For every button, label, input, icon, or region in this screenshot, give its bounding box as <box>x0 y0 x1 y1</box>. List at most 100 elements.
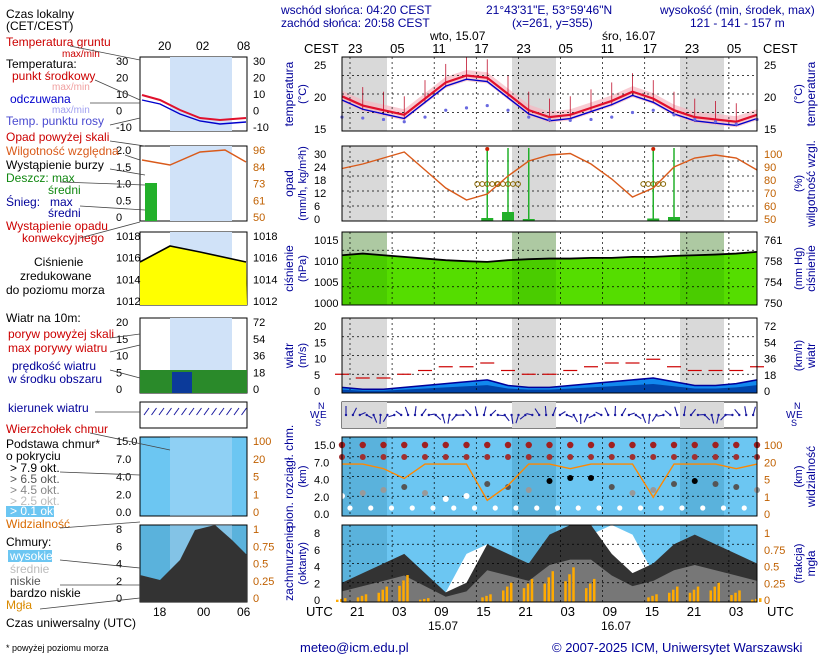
fog-bar <box>506 586 509 602</box>
cloud-top-dot <box>670 441 678 449</box>
wind-arrow-head <box>455 413 458 417</box>
wind-arrow-head <box>724 413 727 417</box>
mini-dir-bg <box>139 401 248 429</box>
wind-arrow <box>642 414 647 424</box>
right-tick-label: 0.25 <box>764 578 785 590</box>
wind-arrow-head <box>344 413 348 417</box>
right-tick-label: 0.75 <box>764 545 785 557</box>
legend-maxmin3: max/min <box>52 105 90 116</box>
right-tick-label: 72 <box>764 321 776 333</box>
mini-left-tick: 15.0 <box>116 436 137 448</box>
wind-arrow-head <box>434 413 437 417</box>
cloud-base-okt-dot <box>401 484 408 490</box>
legend-leader-line <box>109 168 146 176</box>
cest-right: CEST <box>763 41 798 56</box>
wind-dir-e: E <box>796 410 803 421</box>
left-tick-label: 6 <box>314 545 320 557</box>
left-axis-title: zachmurzenie <box>282 526 296 601</box>
day2-bottom: 16.07 <box>601 619 631 633</box>
right-tick-label: 5 <box>764 475 770 487</box>
cloud-base-dot <box>733 454 740 460</box>
fog-bar <box>336 599 339 602</box>
fog-bar <box>551 571 554 602</box>
cloud-top-dot <box>712 441 719 449</box>
right-tick-label: 70 <box>764 188 776 200</box>
right-tick-label: 50 <box>764 214 776 226</box>
fog-bar <box>564 581 567 602</box>
wind-arrow-head <box>731 413 734 417</box>
night-band <box>342 146 387 221</box>
wind-arrow-head <box>703 413 706 417</box>
top-hour-label: 05 <box>390 41 404 56</box>
dew-point <box>693 117 697 122</box>
wind-arrow-head <box>482 413 486 417</box>
cloud-base-okt-dot <box>650 487 657 493</box>
top-hour-label: 23 <box>685 41 699 56</box>
cloud-base-low-dot <box>534 505 540 511</box>
dew-point <box>610 115 614 119</box>
legend-perceived: odczuwana <box>10 92 71 106</box>
cloud-top-dot <box>587 441 595 449</box>
wind-arrow-head <box>538 413 541 417</box>
right-tick-label: 15 <box>764 124 776 136</box>
left-tick-label: 2.0 <box>314 492 329 504</box>
mini-left-tick: 0 <box>116 212 122 224</box>
cloud-base-low-dot <box>575 505 581 511</box>
cloud-base-okt-dot <box>525 487 532 493</box>
right-tick-label: 36 <box>764 354 776 366</box>
fog-bar <box>406 575 409 602</box>
cloud-top-dot <box>359 441 366 449</box>
right-tick-label: 100 <box>764 440 782 452</box>
fog-bar <box>717 582 720 602</box>
mini-temp-line <box>141 94 247 122</box>
cloud-top-dot <box>629 441 636 449</box>
cloud-base-dot <box>608 454 615 460</box>
fog-bar <box>696 586 700 602</box>
cloud-base-dot <box>525 454 532 460</box>
mini-left-tick: 20 <box>116 317 128 329</box>
mini-right-tick: 61 <box>253 195 265 207</box>
mini-right-tick: 20 <box>253 454 265 466</box>
mini-wind-area-inner <box>172 372 192 393</box>
pressure-night-shade <box>342 232 387 305</box>
cloud-base-okt-dot <box>712 481 719 487</box>
bottom-hour-label: 15 <box>645 604 659 619</box>
top-hour-label: 23 <box>516 41 530 56</box>
top-hour-label: 17 <box>474 41 488 56</box>
wind-arrow-head <box>710 413 713 417</box>
fog-bar <box>502 590 505 602</box>
day2-top: śro, 16.07 <box>602 29 656 43</box>
mini-wind-arrow <box>143 407 150 416</box>
fog-bar <box>427 598 430 602</box>
legend-dew-point: Temp. punktu rosy <box>6 114 104 128</box>
left-tick-label: 18 <box>314 175 326 187</box>
right-axis-title: temperatura <box>804 61 818 126</box>
right-axis-title: wiatr <box>804 343 818 369</box>
fog-bar <box>655 594 658 602</box>
wind-arrow-head <box>738 413 741 417</box>
pressure-line <box>341 251 758 263</box>
fog-bar <box>423 598 426 602</box>
mini-wind-arrow <box>211 407 217 416</box>
mini-right-tick: 1 <box>253 524 259 536</box>
altitude-title: wysokość (min, środek, max) <box>659 3 815 17</box>
left-tick-label: 15 <box>314 124 326 136</box>
wind-arrow-head <box>682 413 686 417</box>
mini-left-tick: 4.0 <box>116 472 131 484</box>
fog-bar <box>377 592 380 602</box>
fog-bar <box>398 585 401 602</box>
fog-bar <box>568 574 571 602</box>
left-tick-label: 1005 <box>314 277 338 289</box>
wind-arrow <box>414 406 417 416</box>
wind-arrow-head <box>634 413 637 417</box>
day1-top: wto, 15.07 <box>429 29 486 43</box>
legend-utc-time: Czas uniwersalny (UTC) <box>6 616 136 630</box>
mini-wind-arrow <box>166 407 172 416</box>
left-tick-label: 6 <box>314 201 320 213</box>
legend-time-local2: (CET/CEST) <box>6 19 73 33</box>
day1-bottom: 15.07 <box>428 619 458 633</box>
legend-okt2: > 6.5 okt. <box>10 472 60 486</box>
wind-arrow-head <box>565 413 568 417</box>
wind-arrow <box>573 414 578 423</box>
right-axis-unit: (km) <box>793 466 805 488</box>
